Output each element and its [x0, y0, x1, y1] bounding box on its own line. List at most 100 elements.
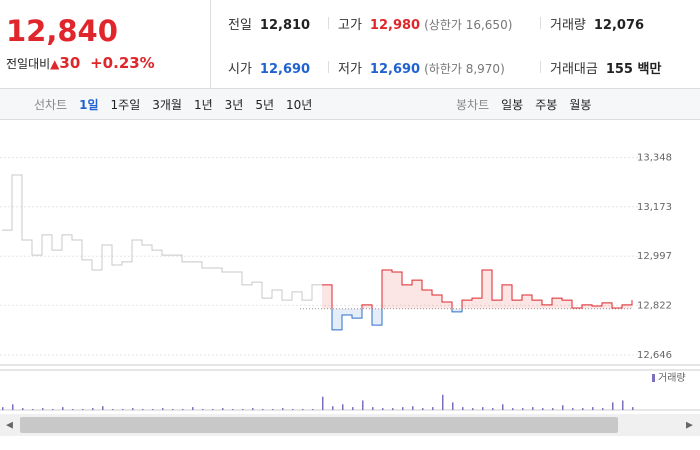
y-tick-label: 12,646	[637, 350, 672, 361]
volume-bar	[502, 404, 504, 410]
volume-bar	[562, 405, 564, 410]
price: 12,840	[6, 14, 118, 48]
volume-bar	[412, 406, 414, 410]
volume-bar	[382, 408, 384, 410]
volume-bar	[202, 409, 204, 410]
stat: 전일 12,810	[228, 14, 310, 33]
volume-bar	[142, 409, 144, 410]
volume-bar	[442, 394, 444, 410]
volume-legend-swatch	[652, 374, 655, 382]
volume-bar	[212, 409, 214, 410]
volume-bar	[612, 402, 614, 410]
chart: ◀ ▶ 거래량 13,348 13,173 12,997 12,822 12,646	[0, 153, 700, 436]
volume-bar	[312, 409, 314, 410]
volume-bar	[602, 408, 604, 410]
price-line-up	[322, 269, 633, 309]
volume-bar	[122, 409, 124, 410]
stat-value: 12,980	[369, 18, 421, 33]
volume-bar	[112, 409, 114, 410]
volume-bar	[132, 408, 134, 410]
tab[interactable]: 10년	[286, 98, 313, 112]
volume-bar	[422, 408, 424, 410]
change-rate: +0.23%	[90, 54, 155, 72]
price-line	[2, 174, 322, 301]
volume-legend: 거래량	[658, 372, 686, 384]
volume-bar	[92, 408, 94, 410]
volume-bar	[72, 409, 74, 410]
volume-bar	[52, 409, 54, 410]
volume-bar	[192, 407, 194, 410]
stat: 저가 12,690 (하한가 8,970)	[338, 58, 505, 77]
volume-bar	[22, 408, 24, 410]
tab-label: 봉차트	[456, 98, 490, 112]
volume-bar	[62, 407, 64, 410]
stat-label: 시가	[228, 62, 252, 77]
volume-bar	[482, 407, 484, 410]
volume-bar	[152, 409, 154, 410]
volume-bar	[272, 409, 274, 410]
stat-value: 12,810	[259, 18, 311, 33]
stat-label: 고가	[338, 18, 362, 33]
volume-bar	[182, 409, 184, 410]
divider	[210, 0, 211, 88]
separator	[328, 61, 329, 73]
change-arrow: ▲	[50, 57, 60, 71]
tab[interactable]: 월봉	[569, 98, 592, 112]
quote-header: 12,840 전일대비▲30 +0.23% 전일 12,810 고가 12,980 (상…	[0, 0, 700, 89]
tab[interactable]: 3년	[224, 98, 244, 112]
volume-bar	[32, 409, 34, 410]
change: 전일대비▲30 +0.23%	[6, 54, 155, 72]
volume-bar	[402, 407, 404, 410]
down-area	[332, 308, 462, 330]
stat-value: 155 백만	[605, 62, 662, 77]
volume-bar	[512, 408, 514, 410]
volume-bar	[532, 407, 534, 410]
volume-bar	[622, 400, 624, 410]
volume-bar	[462, 407, 464, 410]
scroll-left[interactable]: ◀	[6, 421, 13, 431]
volume-bar	[432, 407, 434, 410]
stat-label: 거래대금	[550, 62, 598, 77]
tab[interactable]: 일봉	[501, 98, 524, 112]
volume-bar	[392, 408, 394, 410]
tab[interactable]: 1년	[193, 98, 213, 112]
volume-bar	[452, 402, 454, 410]
line-tabs: 선차트 1일 1주일 3개월 1년 3년 5년 10년	[34, 96, 312, 113]
stat-value: 12,076	[593, 18, 645, 33]
volume-bar	[552, 408, 554, 410]
volume-bar	[632, 407, 634, 410]
volume-bar	[572, 408, 574, 410]
stat-note: (상한가 16,650)	[424, 18, 513, 32]
scrollbar-thumb[interactable]	[20, 417, 618, 433]
scroll-right[interactable]: ▶	[686, 421, 693, 431]
tab[interactable]: 주봉	[535, 98, 558, 112]
stat-label: 저가	[338, 62, 362, 77]
stat-value: 12,690	[259, 62, 311, 77]
y-tick-label: 12,997	[637, 251, 672, 262]
stat: 고가 12,980 (상한가 16,650)	[338, 14, 512, 33]
volume-bar	[372, 407, 374, 410]
volume-bar	[492, 408, 494, 410]
volume-bar	[42, 408, 44, 410]
stat-note: (하한가 8,970)	[424, 62, 505, 76]
volume-bar	[222, 408, 224, 410]
tab[interactable]: 3개월	[152, 98, 182, 112]
change-label: 전일대비	[6, 57, 51, 71]
volume-bar	[332, 406, 334, 410]
volume-bar	[242, 409, 244, 410]
candle-tabs: 봉차트 일봉 주봉 월봉	[456, 96, 591, 113]
tab[interactable]: 1일	[79, 98, 99, 112]
tab[interactable]: 1주일	[110, 98, 141, 112]
volume-bar	[472, 408, 474, 410]
volume-bar	[292, 409, 294, 410]
volume-bar	[232, 409, 234, 410]
volume-bar	[82, 409, 84, 410]
stat: 거래량 12,076	[550, 14, 644, 33]
volume-bar	[282, 408, 284, 410]
separator	[328, 17, 329, 29]
volume-bar	[342, 404, 344, 410]
tab[interactable]: 5년	[255, 98, 275, 112]
volume-bar	[582, 408, 584, 410]
volume-bar	[522, 408, 524, 410]
